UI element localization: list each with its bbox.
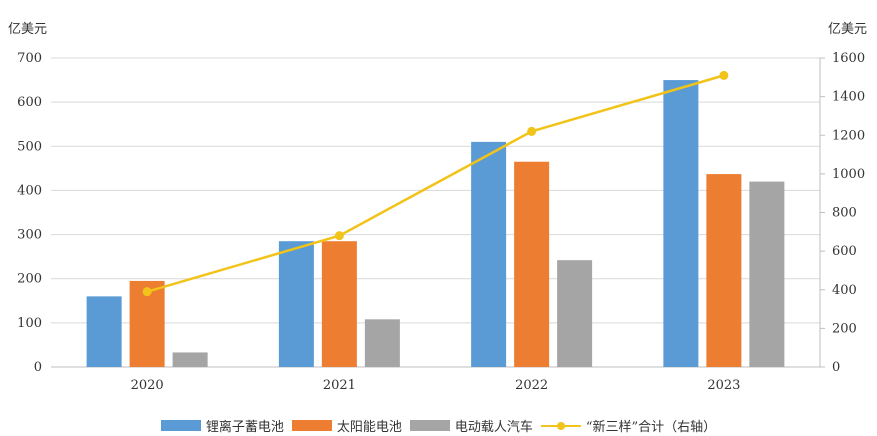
bar-锂离子蓄电池-2021 [278, 241, 314, 367]
bar-锂离子蓄电池-2023 [663, 80, 699, 368]
legend-item-solar: 太阳能电池 [291, 416, 402, 435]
right-y-tick-label: 200 [832, 321, 857, 336]
x-tick-label: 2023 [707, 378, 740, 393]
bar-太阳能电池-2022 [514, 161, 550, 367]
x-tick-label: 2022 [515, 378, 548, 393]
legend-item-total: “新三样”合计（右轴） [540, 416, 717, 435]
legend-label-li-ion: 锂离子蓄电池 [205, 420, 284, 435]
bar-锂离子蓄电池-2020 [86, 296, 122, 367]
bar-电动载人汽车-2023 [749, 181, 785, 367]
right-y-tick-label: 1000 [832, 167, 865, 182]
left-y-tick-label: 0 [34, 360, 42, 375]
bar-电动载人汽车-2021 [364, 319, 400, 367]
bar-电动载人汽车-2020 [172, 352, 208, 367]
x-tick-label: 2020 [131, 378, 164, 393]
right-y-tick-label: 1200 [832, 128, 865, 143]
left-y-tick-label: 300 [17, 228, 42, 243]
left-y-tick-label: 200 [17, 272, 42, 287]
bar-锂离子蓄电池-2022 [471, 141, 507, 367]
line-point-2022 [527, 126, 537, 136]
legend-label-total: “新三样”合计（右轴） [585, 420, 717, 435]
legend-label-solar: 太阳能电池 [336, 420, 402, 435]
right-y-tick-label: 800 [832, 206, 857, 221]
legend-swatch-solar [291, 420, 332, 431]
legend-item-li-ion: 锂离子蓄电池 [160, 416, 284, 435]
x-tick-label: 2021 [323, 378, 356, 393]
legend-swatch-ev [409, 420, 450, 431]
legend-item-ev: 电动载人汽车 [409, 416, 533, 435]
line-series-total [146, 74, 725, 293]
left-y-tick-label: 400 [17, 183, 42, 198]
line-point-2021 [334, 231, 344, 241]
line-point-2023 [719, 70, 729, 80]
right-y-tick-label: 400 [832, 283, 857, 298]
legend-label-ev: 电动载人汽车 [454, 420, 533, 435]
right-y-tick-label: 1600 [832, 51, 865, 66]
right-y-tick-label: 0 [832, 360, 840, 375]
left-axis-unit: 亿美元 [8, 22, 48, 37]
left-y-tick-label: 700 [17, 51, 42, 66]
left-y-tick-label: 600 [17, 95, 42, 110]
bar-太阳能电池-2021 [321, 241, 357, 367]
right-y-tick-label: 600 [832, 244, 857, 259]
legend-swatch-li-ion [160, 420, 201, 431]
left-y-tick-label: 100 [17, 316, 42, 331]
right-y-tick-label: 1400 [832, 90, 865, 105]
right-axis-unit: 亿美元 [827, 22, 867, 37]
bar-电动载人汽车-2022 [557, 260, 593, 367]
bar-太阳能电池-2023 [706, 174, 742, 367]
legend: 锂离子蓄电池 太阳能电池 电动载人汽车 “新三样”合计（右轴） [0, 416, 877, 435]
legend-swatch-total [540, 420, 581, 432]
line-point-2020 [142, 287, 152, 297]
left-y-tick-label: 500 [17, 139, 42, 154]
